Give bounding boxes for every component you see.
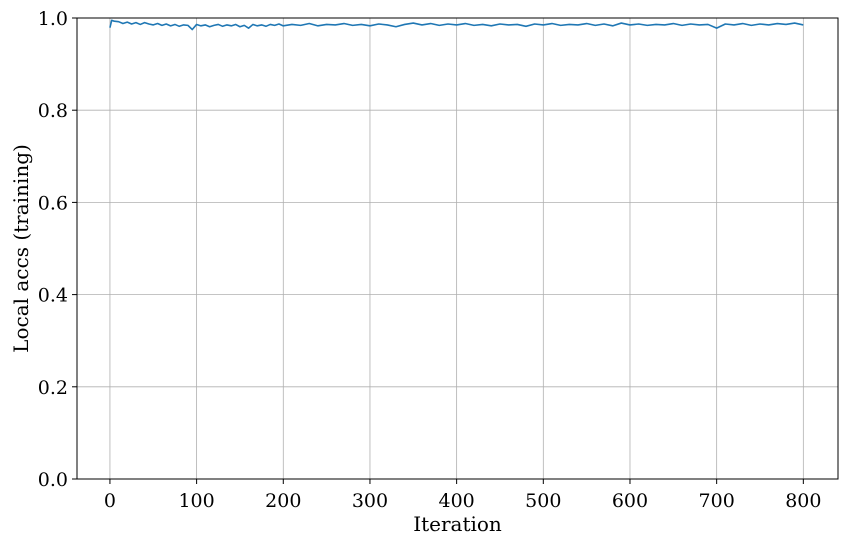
x-tick-label: 600 [612, 490, 648, 512]
x-tick-label: 400 [439, 490, 475, 512]
y-tick-label: 0.8 [38, 100, 68, 122]
tick-marks [72, 17, 804, 484]
x-tick-label: 300 [352, 490, 388, 512]
x-tick-labels: 0 100 200 300 400 500 600 700 800 [104, 490, 822, 512]
x-tick-label: 200 [265, 490, 301, 512]
x-tick-label: 500 [525, 490, 561, 512]
y-tick-label: 0.2 [38, 377, 68, 399]
plot-frame [76, 17, 839, 480]
y-tick-label: 0.0 [38, 469, 68, 491]
x-tick-label: 800 [785, 490, 821, 512]
series-line [109, 19, 804, 31]
y-tick-labels: 0.0 0.2 0.4 0.6 0.8 1.0 [38, 8, 68, 491]
x-tick-label: 700 [699, 490, 735, 512]
y-tick-label: 0.6 [38, 192, 68, 214]
x-tick-label: 100 [178, 490, 214, 512]
y-axis-label: Local accs (training) [9, 144, 33, 353]
y-tick-label: 0.4 [38, 285, 68, 307]
y-tick-label: 1.0 [38, 8, 68, 30]
x-axis-label: Iteration [413, 512, 502, 536]
x-tick-label: 0 [104, 490, 116, 512]
